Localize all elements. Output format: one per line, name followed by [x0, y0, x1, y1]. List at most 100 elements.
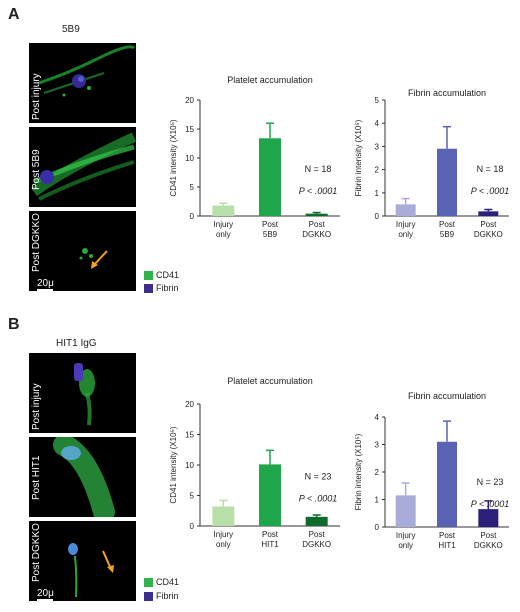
category-label-1: 5B9	[440, 230, 455, 239]
category-label-2: Post	[309, 530, 326, 539]
chart-svg: Platelet accumulation 0 5 10 15 20 CD41 intens…	[169, 376, 340, 549]
image-label-a-post-injury: Post injury	[31, 73, 42, 120]
panel-letter-a: A	[8, 6, 20, 23]
category-label-0: only	[216, 230, 231, 239]
category-label-1: Post	[439, 220, 456, 229]
y-tick-label: 3	[375, 441, 380, 450]
micrograph-a-post-dgkko	[29, 211, 136, 291]
y-tick-label: 2	[375, 166, 380, 175]
bar-1	[437, 441, 457, 527]
category-label-0: Injury	[396, 531, 416, 540]
y-axis-label: CD41 intensity (X10⁵)	[169, 426, 178, 503]
chart-a-fibrin: Fibrin accumulation 0 1 2 3 4 5 Fibrin intensit…	[345, 88, 517, 300]
category-label-0: only	[398, 541, 413, 550]
legend-label-fibrin-b: Fibrin	[156, 591, 179, 601]
bar-0	[212, 506, 235, 526]
category-label-2: DGKKO	[302, 230, 331, 239]
y-tick-label: 15	[185, 431, 194, 440]
category-label-0: only	[398, 230, 413, 239]
bar-2	[305, 213, 328, 216]
image-label-b-post-hit1: Post HIT1	[31, 455, 42, 500]
category-label-0: Injury	[214, 220, 234, 229]
image-label-b-post-dgkko: Post DGKKO	[31, 523, 42, 582]
y-axis-label: Fibrin intensity (X10⁵)	[354, 433, 363, 510]
image-label-a-post-5b9: Post 5B9	[31, 149, 42, 190]
y-tick-label: 0	[190, 522, 195, 531]
y-tick-label: 0	[375, 212, 380, 221]
n-annotation: N = 18	[477, 164, 504, 174]
scalebar-a	[37, 289, 53, 291]
scalebar-label-a: 20μ	[37, 278, 54, 289]
chart-title: Platelet accumulation	[227, 376, 313, 386]
y-tick-label: 20	[185, 96, 194, 105]
micrograph-a-post-injury	[29, 43, 136, 123]
y-tick-label: 0	[375, 523, 380, 532]
category-label-1: Post	[262, 220, 279, 229]
category-label-2: Post	[480, 531, 497, 540]
chart-svg: Fibrin accumulation 0 1 2 3 4 5 Fibrin intensit…	[354, 88, 509, 239]
p-annotation: P < .0001	[299, 186, 337, 196]
category-label-2: DGKKO	[474, 230, 503, 239]
y-tick-label: 1	[375, 496, 380, 505]
image-label-b-post-injury: Post injury	[31, 383, 42, 430]
scalebar-b	[37, 599, 53, 601]
legend-swatch-cd41-b	[144, 578, 153, 587]
category-label-1: 5B9	[263, 230, 278, 239]
y-tick-label: 4	[375, 119, 380, 128]
category-label-1: HIT1	[438, 541, 456, 550]
legend-swatch-fibrin-b	[144, 592, 153, 601]
y-axis-label: Fibrin intensity (X10⁵)	[354, 119, 363, 196]
n-annotation: N = 23	[477, 477, 504, 487]
bar-0	[212, 205, 235, 216]
y-tick-label: 5	[375, 96, 380, 105]
bar-2	[478, 509, 499, 527]
category-label-2: DGKKO	[474, 541, 503, 550]
micrograph-b-post-injury	[29, 353, 136, 433]
arrow-icon	[91, 261, 98, 269]
p-annotation: P < .0001	[471, 499, 509, 509]
bar-1	[259, 464, 281, 526]
bar-1	[437, 148, 457, 216]
category-label-1: Post	[262, 530, 279, 539]
y-tick-label: 5	[190, 492, 195, 501]
panel-title-a: 5B9	[62, 24, 80, 35]
y-tick-label: 20	[185, 400, 194, 409]
chart-svg: Platelet accumulation 0 5 10 15 20 CD41 intens…	[169, 75, 340, 239]
y-tick-label: 10	[185, 461, 194, 470]
category-label-0: Injury	[396, 220, 416, 229]
p-annotation: P < .0001	[471, 186, 509, 196]
category-label-2: Post	[480, 220, 497, 229]
category-label-2: Post	[309, 220, 326, 229]
legend-swatch-cd41-a	[144, 271, 153, 280]
bar-2	[478, 211, 499, 216]
y-tick-label: 0	[190, 212, 195, 221]
y-tick-label: 3	[375, 142, 380, 151]
micrograph-b-post-hit1	[29, 437, 136, 517]
y-tick-label: 15	[185, 125, 194, 134]
panel-letter-b: B	[8, 316, 20, 333]
legend-swatch-fibrin-a	[144, 284, 153, 293]
chart-title: Fibrin accumulation	[408, 88, 486, 98]
micrograph-b-post-dgkko	[29, 521, 136, 601]
chart-title: Fibrin accumulation	[408, 391, 486, 401]
category-label-2: DGKKO	[302, 540, 331, 549]
micrograph-a-post-5b9	[29, 127, 136, 207]
category-label-1: Post	[439, 531, 456, 540]
image-label-a-post-dgkko: Post DGKKO	[31, 213, 42, 272]
p-annotation: P < .0001	[299, 494, 337, 504]
category-label-1: HIT1	[261, 540, 279, 549]
chart-svg: Fibrin accumulation 0 1 2 3 4 Fibrin intensity…	[354, 391, 509, 550]
y-tick-label: 2	[375, 468, 380, 477]
legend-label-cd41-a: CD41	[156, 270, 180, 280]
bar-0	[395, 495, 416, 527]
bar-2	[305, 516, 328, 526]
bar-1	[259, 138, 281, 216]
y-tick-label: 4	[375, 413, 380, 422]
category-label-0: Injury	[214, 530, 234, 539]
category-label-0: only	[216, 540, 231, 549]
n-annotation: N = 18	[305, 164, 332, 174]
y-tick-label: 10	[185, 154, 194, 163]
chart-b-fibrin: Fibrin accumulation 0 1 2 3 4 Fibrin intensity…	[345, 389, 517, 606]
panel-title-b: HIT1 IgG	[56, 338, 97, 349]
n-annotation: N = 23	[305, 472, 332, 482]
